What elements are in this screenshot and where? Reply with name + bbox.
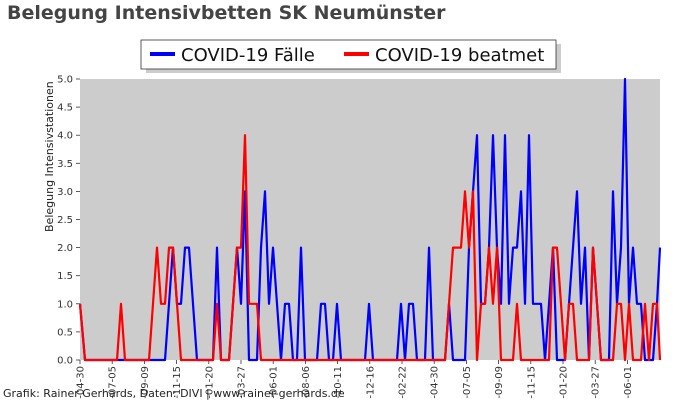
series-layer <box>78 77 662 362</box>
y-tick-label: 1.0 <box>57 299 73 310</box>
x-tick-label: -11-15 <box>526 366 537 399</box>
y-tick-label: 0.0 <box>57 356 73 367</box>
y-axis-label: Belegung Intensivstationen <box>43 81 56 232</box>
x-tick-label: -09-09 <box>140 366 151 399</box>
x-tick-label: -01-20 <box>204 366 215 399</box>
x-tick-label: -02-22 <box>398 366 409 399</box>
x-tick-label: -07-05 <box>462 366 473 399</box>
x-tick-label: -10-11 <box>333 366 344 399</box>
x-tick-label: -09-09 <box>494 366 505 399</box>
series-line-beatmet <box>78 134 662 362</box>
y-tick-label: 0.5 <box>57 327 73 338</box>
chart-title: Belegung Intensivbetten SK Neumünster <box>7 2 446 24</box>
x-tick-label: -06-01 <box>269 366 280 399</box>
legend-label-beatmet: COVID-19 beatmet <box>375 45 544 66</box>
x-tick-label: -01-20 <box>559 366 570 399</box>
x-tick-label: -07-05 <box>108 366 119 399</box>
y-tick-label: 3.0 <box>57 187 73 198</box>
x-tick-label: -03-27 <box>237 366 248 399</box>
legend: COVID-19 Fälle COVID-19 beatmet <box>140 39 561 73</box>
x-tick-label: -11-15 <box>172 366 183 399</box>
y-tick-label: 4.5 <box>57 103 73 114</box>
y-tick-label: 2.0 <box>57 243 73 254</box>
y-tick-label: 2.5 <box>57 215 73 226</box>
x-tick-label: -08-06 <box>301 366 312 399</box>
x-tick-label: -12-16 <box>365 366 376 399</box>
x-tick-label: -04-30 <box>430 366 441 399</box>
credit-text: Grafik: Rainer Gerhards, Daten: DIVI | w… <box>3 387 345 400</box>
x-tick-label: -03-27 <box>591 366 602 399</box>
x-axis: -04-30 -07-05 -09-09 -11-15 -01-20 -03-27 -06-… <box>76 360 634 399</box>
y-tick-label: 1.5 <box>57 271 73 282</box>
x-tick-label: -04-30 <box>76 366 87 399</box>
y-tick-label: 3.5 <box>57 159 73 170</box>
x-tick-label: -06-01 <box>623 366 634 399</box>
y-axis: 0.0 0.5 1.0 1.5 2.0 2.5 3.0 3.5 4.0 4.5 5.0 <box>57 75 80 367</box>
y-tick-label: 5.0 <box>57 75 73 86</box>
legend-label-faelle: COVID-19 Fälle <box>181 45 315 66</box>
y-tick-label: 4.0 <box>57 131 73 142</box>
